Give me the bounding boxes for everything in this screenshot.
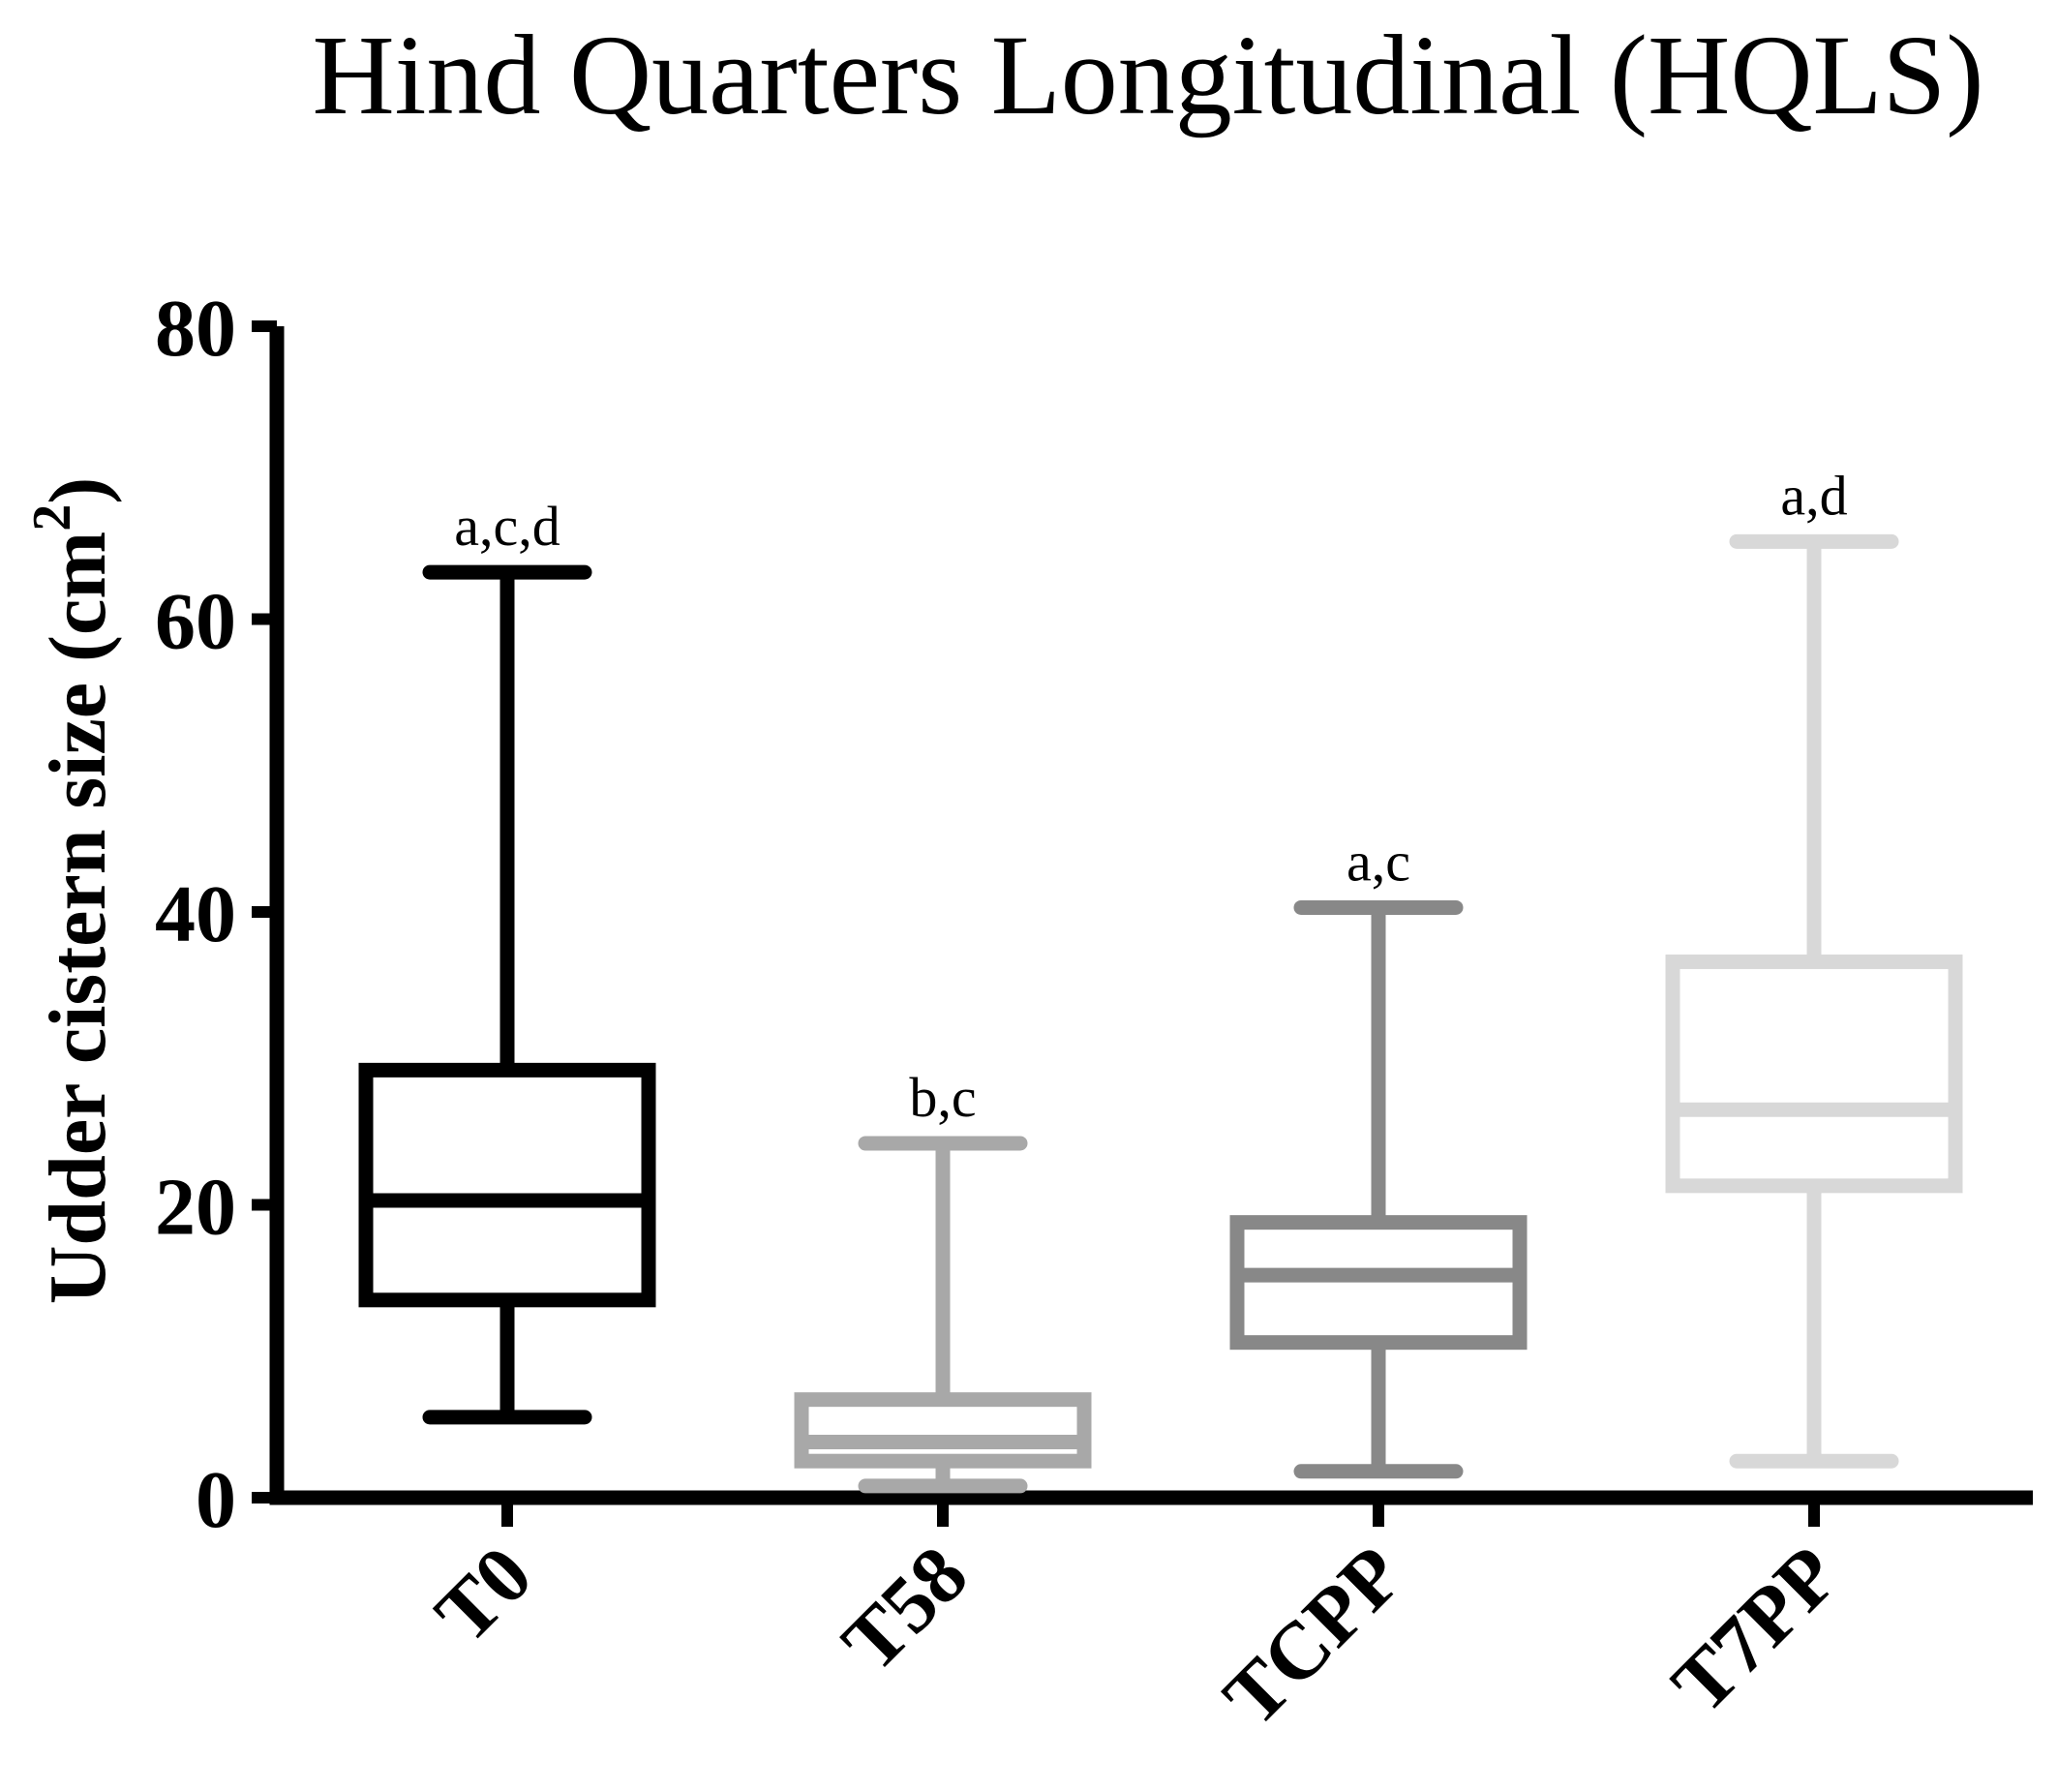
y-tick-label-60: 60 <box>155 577 236 667</box>
y-axis-label: Udder cistern size (cm2) <box>22 477 123 1305</box>
y-tick-label-40: 40 <box>155 869 236 959</box>
x-axis: T0 T58 TCPP T7PP <box>270 1490 2033 1744</box>
significance-label-T7PP: a,d <box>1780 464 1847 527</box>
iqr-box-T7PP <box>1665 954 1963 1194</box>
y-axis-label-close: ) <box>33 477 123 504</box>
iqr-box-TCPP <box>1229 1215 1528 1351</box>
significance-label-T0: a,c,d <box>454 495 560 558</box>
y-tick-label-0: 0 <box>196 1455 236 1545</box>
x-tick-label-T0: T0 <box>418 1530 549 1660</box>
y-axis-label-text: Udder cistern size (cm <box>33 532 123 1305</box>
box-T0: a,c,d <box>358 495 656 1425</box>
significance-label-TCPP: a,c <box>1347 830 1410 893</box>
box-TCPP: a,c <box>1229 830 1528 1479</box>
y-tick-label-20: 20 <box>155 1163 236 1253</box>
y-axis: 0 20 40 60 80 <box>155 284 285 1545</box>
x-tick-label-T58: T58 <box>826 1530 985 1689</box>
iqr-box-T0 <box>358 1062 656 1308</box>
y-tick-label-80: 80 <box>155 284 236 374</box>
y-axis-label-superscript: 2 <box>22 504 82 532</box>
significance-label-T58: b,c <box>909 1066 976 1129</box>
x-tick-label-TCPP: TCPP <box>1207 1530 1421 1744</box>
box-T7PP: a,d <box>1665 464 1963 1469</box>
box-series: a,c,d b,c a,c a,d <box>358 464 1963 1494</box>
chart-title: Hind Quarters Longitudinal (HQLS) <box>312 12 1983 138</box>
x-tick-label-T7PP: T7PP <box>1655 1530 1857 1731</box>
box-T58: b,c <box>794 1066 1092 1494</box>
iqr-box-T58 <box>794 1392 1092 1469</box>
